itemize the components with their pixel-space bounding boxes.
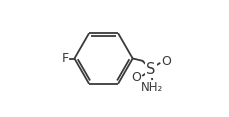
Text: NH₂: NH₂: [140, 81, 163, 94]
Text: S: S: [146, 62, 155, 77]
Text: F: F: [62, 52, 69, 65]
Text: O: O: [131, 71, 141, 84]
Text: O: O: [160, 55, 170, 68]
